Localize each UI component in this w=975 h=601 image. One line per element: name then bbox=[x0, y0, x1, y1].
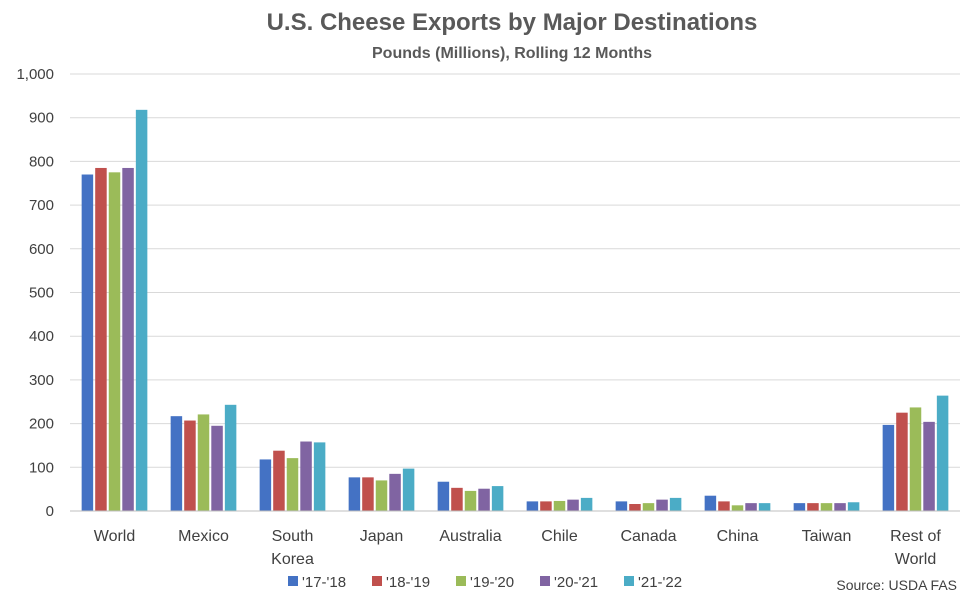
bar bbox=[362, 477, 374, 511]
bar bbox=[882, 424, 895, 511]
legend-label: '20-'21 bbox=[554, 574, 598, 591]
y-tick-label: 200 bbox=[29, 416, 54, 433]
x-tick-label: Chile bbox=[541, 528, 578, 545]
y-tick-label: 0 bbox=[46, 503, 54, 520]
x-tick-label: Canada bbox=[620, 528, 676, 545]
bar bbox=[540, 501, 552, 511]
bar bbox=[718, 501, 730, 511]
bar bbox=[834, 503, 846, 511]
x-tick-label: World bbox=[94, 528, 136, 545]
bar bbox=[122, 167, 134, 511]
y-tick-label: 800 bbox=[29, 153, 54, 170]
chart-subtitle: Pounds (Millions), Rolling 12 Months bbox=[372, 45, 652, 62]
bar bbox=[135, 109, 148, 512]
bar bbox=[731, 505, 744, 511]
bar bbox=[108, 172, 121, 511]
bar bbox=[81, 174, 94, 511]
bar bbox=[567, 499, 579, 511]
x-tick-label: Japan bbox=[360, 528, 404, 545]
bar bbox=[184, 420, 196, 511]
bar bbox=[896, 412, 908, 511]
legend-label: '19-'20 bbox=[470, 574, 514, 591]
x-tick-label: Korea bbox=[271, 551, 314, 568]
y-tick-label: 500 bbox=[29, 285, 54, 302]
source-note: Source: USDA FAS bbox=[836, 577, 957, 593]
bar bbox=[642, 503, 655, 511]
y-tick-label: 100 bbox=[29, 459, 54, 476]
bar bbox=[745, 503, 757, 511]
bar bbox=[758, 503, 771, 511]
y-tick-label: 700 bbox=[29, 197, 54, 214]
x-tick-label: South bbox=[272, 528, 314, 545]
y-tick-label: 1,000 bbox=[16, 66, 54, 83]
bar bbox=[793, 503, 806, 511]
bar bbox=[273, 450, 285, 511]
bar bbox=[197, 414, 210, 511]
bar bbox=[909, 407, 922, 511]
x-tick-label: Australia bbox=[439, 528, 501, 545]
legend-swatch bbox=[540, 576, 550, 586]
bar bbox=[478, 488, 490, 511]
x-tick-label: World bbox=[895, 551, 937, 568]
bar bbox=[375, 480, 388, 511]
y-tick-label: 900 bbox=[29, 110, 54, 127]
bar bbox=[224, 404, 237, 511]
bar bbox=[580, 497, 593, 511]
bar bbox=[259, 459, 272, 511]
legend-swatch bbox=[624, 576, 634, 586]
bar bbox=[629, 504, 641, 511]
bar bbox=[491, 486, 504, 511]
legend-label: '17-'18 bbox=[302, 574, 346, 591]
bar bbox=[936, 395, 949, 511]
bar bbox=[820, 503, 833, 511]
bar bbox=[95, 167, 107, 511]
y-axis-tick-labels: 0 100 200 300 400 500 600 700 800 900 1,000 bbox=[16, 66, 54, 520]
bar bbox=[464, 490, 477, 511]
bar bbox=[300, 441, 312, 511]
x-axis-tick-labels: World Mexico South Korea Japan Australia Chile… bbox=[94, 528, 942, 568]
bar bbox=[313, 442, 326, 511]
y-tick-label: 400 bbox=[29, 328, 54, 345]
bar bbox=[348, 477, 361, 511]
bar bbox=[170, 416, 183, 511]
gridlines bbox=[70, 73, 960, 468]
bar bbox=[847, 502, 860, 511]
x-tick-label: Rest of bbox=[890, 528, 941, 545]
x-tick-label: Mexico bbox=[178, 528, 229, 545]
x-tick-label: China bbox=[717, 528, 759, 545]
bar bbox=[402, 468, 415, 511]
bar bbox=[656, 499, 668, 511]
bar bbox=[437, 481, 450, 511]
legend-swatch bbox=[288, 576, 298, 586]
bar bbox=[553, 500, 566, 511]
bar bbox=[526, 501, 539, 511]
chart-title: U.S. Cheese Exports by Major Destination… bbox=[267, 9, 758, 36]
legend-swatch bbox=[372, 576, 382, 586]
bar bbox=[286, 458, 299, 511]
bar bbox=[451, 487, 463, 511]
bar bbox=[807, 503, 819, 511]
y-tick-label: 600 bbox=[29, 241, 54, 258]
legend-swatch bbox=[456, 576, 466, 586]
bars bbox=[81, 109, 949, 512]
bar bbox=[923, 421, 935, 511]
x-tick-label: Taiwan bbox=[802, 528, 852, 545]
bar bbox=[211, 425, 223, 511]
bar bbox=[389, 473, 401, 511]
legend: '17-'18 '18-'19 '19-'20 '20-'21 '21-'22 bbox=[288, 574, 682, 591]
legend-label: '18-'19 bbox=[386, 574, 430, 591]
bar bbox=[704, 495, 717, 511]
y-tick-label: 300 bbox=[29, 372, 54, 389]
bar bbox=[615, 501, 628, 511]
bar bbox=[669, 497, 682, 511]
legend-label: '21-'22 bbox=[638, 574, 682, 591]
